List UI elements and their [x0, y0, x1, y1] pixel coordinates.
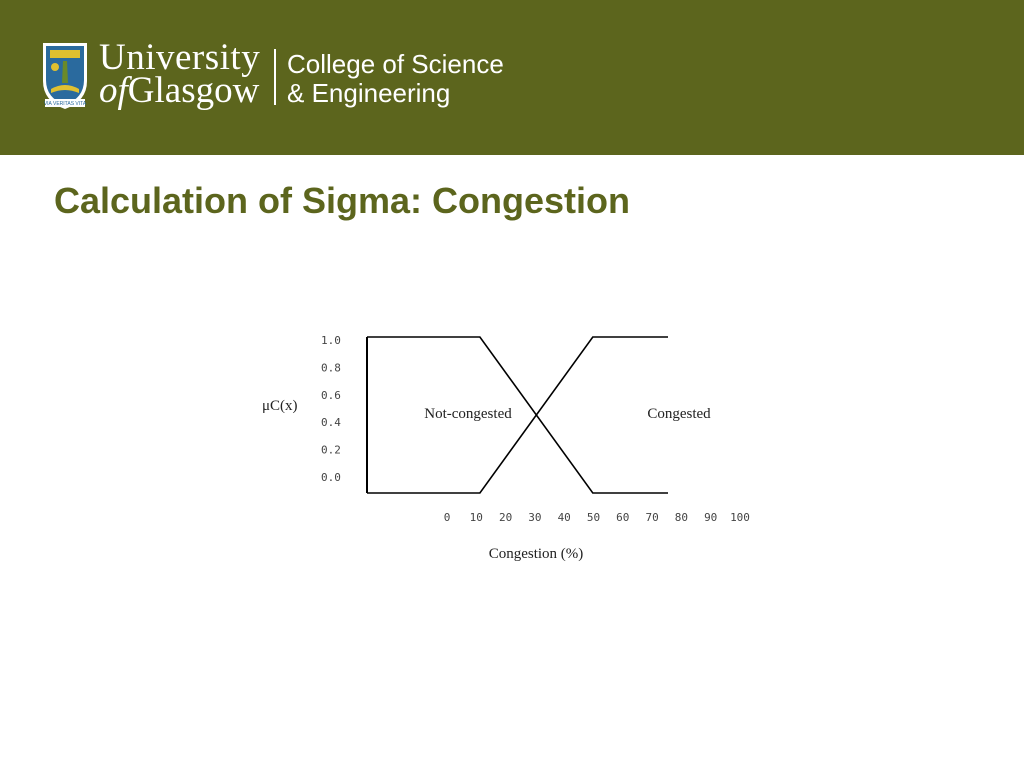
header-banner: VIA VERITAS VITA University ofGlasgow Co…	[0, 0, 1024, 155]
series-line-not-congested	[367, 336, 668, 494]
x-axis-label: Congestion (%)	[489, 546, 584, 562]
university-crest-icon: VIA VERITAS VITA	[43, 43, 87, 109]
x-tick-label: 20	[499, 511, 512, 524]
y-axis-label: μC(x)	[262, 398, 298, 414]
university-wordmark-line2: ofGlasgow	[99, 69, 259, 112]
y-tick-label: 0.6	[321, 389, 341, 402]
university-wordmark-line1: University	[99, 37, 261, 78]
x-tick-label: 0	[444, 511, 451, 524]
y-tick-label: 0.4	[321, 416, 341, 429]
x-tick-label: 80	[675, 511, 688, 524]
x-tick-label: 60	[616, 511, 629, 524]
header-divider	[274, 49, 276, 105]
x-tick-label: 70	[645, 511, 658, 524]
series-line-congested	[367, 336, 668, 494]
y-tick-label: 0.8	[321, 361, 341, 374]
x-tick-label: 100	[730, 511, 750, 524]
university-wordmark-glasgow: Glasgow	[127, 70, 260, 111]
y-tick-label: 0.2	[321, 444, 341, 457]
y-tick-label: 1.0	[321, 334, 341, 347]
y-tick-label: 0.0	[321, 471, 341, 484]
x-tick-label: 30	[528, 511, 541, 524]
slide-title: Calculation of Sigma: Congestion	[54, 180, 631, 221]
college-name-line1: College of Science	[287, 49, 504, 79]
college-name-line2: & Engineering	[287, 78, 451, 108]
series-label-congested: Congested	[647, 406, 711, 422]
x-tick-label: 50	[587, 511, 600, 524]
crest-motto: VIA VERITAS VITA	[44, 101, 87, 107]
university-wordmark-of: of	[99, 70, 128, 111]
series-label-not-congested: Not-congested	[424, 406, 512, 422]
x-tick-label: 10	[470, 511, 483, 524]
x-tick-label: 90	[704, 511, 717, 524]
x-tick-label: 40	[558, 511, 571, 524]
